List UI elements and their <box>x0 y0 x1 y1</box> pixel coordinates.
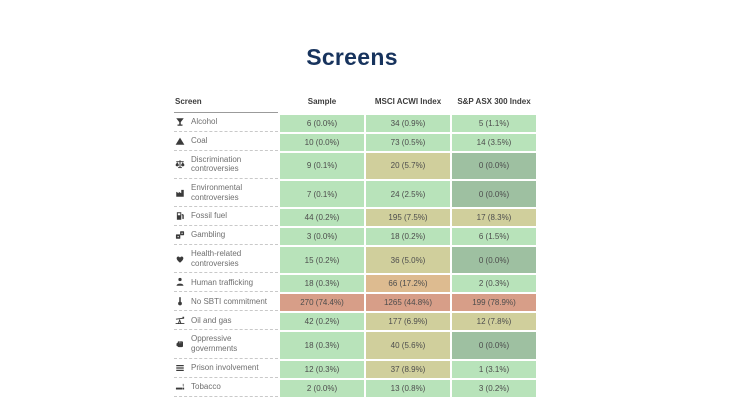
value-cell: 0 (0.0%) <box>452 332 536 359</box>
raised-fist-icon <box>175 339 186 349</box>
screen-label-cell: Alcohol <box>174 115 278 132</box>
person-icon <box>175 277 186 287</box>
value-cell: 2 (0.0%) <box>280 379 364 397</box>
screen-label-cell: No SBTI commitment <box>174 294 278 312</box>
screen-label: Tobacco <box>191 381 221 391</box>
screens-table: Screen Sample MSCI ACWI Index S&P ASX 30… <box>174 95 536 397</box>
value-cell: 0 (0.0%) <box>452 180 536 208</box>
screen-label: Prison involvement <box>191 362 259 372</box>
cocktail-glass-icon <box>175 117 186 127</box>
value-cell: 3 (0.0%) <box>280 228 364 246</box>
value-cell: 18 (0.3%) <box>280 275 364 293</box>
value-cell: 270 (74.4%) <box>280 294 364 312</box>
value-cell: 3 (0.2%) <box>452 379 536 397</box>
value-cell: 34 (0.9%) <box>366 114 450 132</box>
value-cell: 17 (8.3%) <box>452 209 536 227</box>
screen-label: Gambling <box>191 230 226 240</box>
value-cell: 24 (2.5%) <box>366 180 450 208</box>
value-cell: 1 (3.1%) <box>452 360 536 378</box>
screen-label-cell: Fossil fuel <box>174 209 278 227</box>
prison-bars-icon <box>175 363 186 373</box>
thermometer-icon <box>175 296 186 306</box>
screen-label: Human trafficking <box>191 277 254 287</box>
value-cell: 40 (5.6%) <box>366 332 450 359</box>
screen-label-cell: Oppressive governments <box>174 332 278 359</box>
value-cell: 7 (0.1%) <box>280 180 364 208</box>
screen-label-cell: Environmental controversies <box>174 181 278 208</box>
value-cell: 20 (5.7%) <box>366 152 450 179</box>
value-cell: 5 (1.1%) <box>452 114 536 132</box>
value-cell: 37 (8.9%) <box>366 360 450 378</box>
screen-label: Alcohol <box>191 117 218 126</box>
value-cell: 195 (7.5%) <box>366 209 450 227</box>
screen-label: Coal <box>191 136 208 145</box>
column-header-msci-acwi: MSCI ACWI Index <box>374 97 442 106</box>
value-cell: 42 (0.2%) <box>280 313 364 331</box>
value-cell: 2 (0.3%) <box>452 275 536 293</box>
oil-pump-icon <box>175 315 186 325</box>
column-header-screen: Screen <box>174 95 278 113</box>
column-header-sample: Sample <box>307 97 337 106</box>
value-cell: 12 (7.8%) <box>452 313 536 331</box>
value-cell: 18 (0.3%) <box>280 332 364 359</box>
heart-icon <box>175 254 186 264</box>
screen-label: Health-related controversies <box>191 249 242 268</box>
screen-label-cell: Oil and gas <box>174 313 278 331</box>
value-cell: 12 (0.3%) <box>280 360 364 378</box>
value-cell: 9 (0.1%) <box>280 152 364 179</box>
screen-label: Discrimination controversies <box>191 154 242 174</box>
screen-label-cell: Prison involvement <box>174 361 278 378</box>
screen-label-cell: Human trafficking <box>174 275 278 293</box>
value-cell: 73 (0.5%) <box>366 133 450 151</box>
screen-label-cell: Discrimination controversies <box>174 153 278 179</box>
cigarette-icon <box>175 382 186 392</box>
value-cell: 15 (0.2%) <box>280 247 364 274</box>
value-cell: 36 (5.0%) <box>366 247 450 274</box>
screen-label-cell: Gambling <box>174 228 278 246</box>
gas-pump-icon <box>175 211 186 221</box>
screen-label: Oppressive governments <box>191 334 238 353</box>
value-cell: 10 (0.0%) <box>280 133 364 151</box>
screen-label-cell: Health-related controversies <box>174 247 278 274</box>
value-cell: 6 (1.5%) <box>452 228 536 246</box>
mountain-icon <box>175 136 186 146</box>
factory-icon <box>175 188 186 198</box>
value-cell: 0 (0.0%) <box>452 152 536 179</box>
value-cell: 66 (17.2%) <box>366 275 450 293</box>
value-cell: 14 (3.5%) <box>452 133 536 151</box>
page-title: Screens <box>306 44 398 70</box>
value-cell: 199 (78.9%) <box>452 294 536 312</box>
value-cell: 13 (0.8%) <box>366 379 450 397</box>
screen-label: Fossil fuel <box>191 211 228 221</box>
screen-label-cell: Coal <box>174 134 278 151</box>
report-section: Screens Screen Sample MSCI ACWI Index S&… <box>174 44 536 397</box>
value-cell: 44 (0.2%) <box>280 209 364 227</box>
screen-label-cell: Tobacco <box>174 380 278 397</box>
value-cell: 18 (0.2%) <box>366 228 450 246</box>
value-cell: 6 (0.0%) <box>280 114 364 132</box>
screen-label: Oil and gas <box>191 315 232 325</box>
value-cell: 177 (6.9%) <box>366 313 450 331</box>
value-cell: 1265 (44.8%) <box>366 294 450 312</box>
screen-label: Environmental controversies <box>191 182 243 202</box>
screen-label: No SBTI commitment <box>191 296 268 306</box>
value-cell: 0 (0.0%) <box>452 247 536 274</box>
dice-icon <box>175 230 186 240</box>
column-header-sp-asx-300: S&P ASX 300 Index <box>457 97 531 106</box>
scales-icon <box>175 159 186 169</box>
